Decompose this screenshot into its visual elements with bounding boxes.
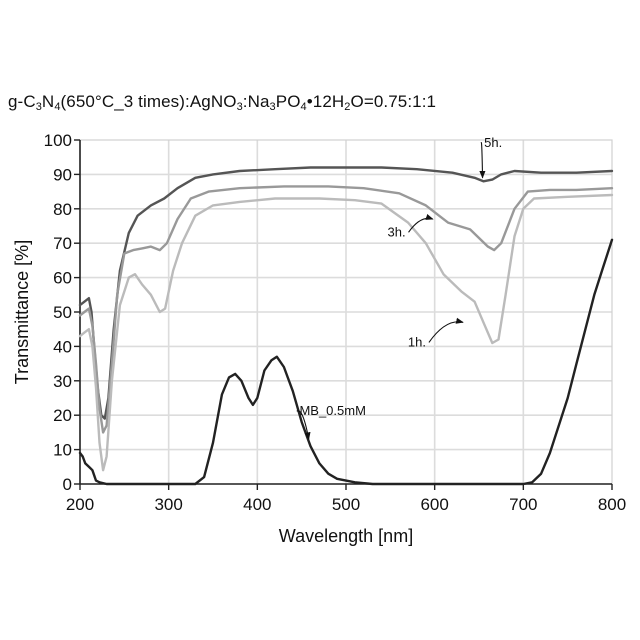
x-tick-label: 700: [509, 495, 537, 514]
y-tick-label: 100: [44, 131, 72, 150]
x-tick-label: 800: [598, 495, 626, 514]
y-tick-label: 70: [53, 234, 72, 253]
x-tick-label: 600: [420, 495, 448, 514]
y-tick-label: 20: [53, 406, 72, 425]
annotation-label: 3h.: [388, 224, 406, 239]
y-tick-label: 0: [63, 475, 72, 494]
y-tick-label: 10: [53, 441, 72, 460]
x-tick-label: 200: [66, 495, 94, 514]
y-tick-label: 30: [53, 372, 72, 391]
x-tick-label: 500: [332, 495, 360, 514]
annotation-label: 1h.: [408, 334, 426, 349]
y-tick-label: 80: [53, 200, 72, 219]
annotation-label: 5h.: [484, 135, 502, 150]
x-axis-label: Wavelength [nm]: [279, 526, 413, 546]
y-tick-label: 60: [53, 269, 72, 288]
annotation-label: MB_0.5mM: [299, 403, 365, 418]
y-tick-label: 40: [53, 337, 72, 356]
annotation-arrow: [409, 218, 433, 232]
x-tick-label: 400: [243, 495, 271, 514]
y-tick-label: 50: [53, 303, 72, 322]
x-tick-label: 300: [154, 495, 182, 514]
annotation-arrow: [481, 143, 482, 178]
y-tick-label: 90: [53, 165, 72, 184]
y-axis-label: Transmittance [%]: [12, 240, 32, 384]
